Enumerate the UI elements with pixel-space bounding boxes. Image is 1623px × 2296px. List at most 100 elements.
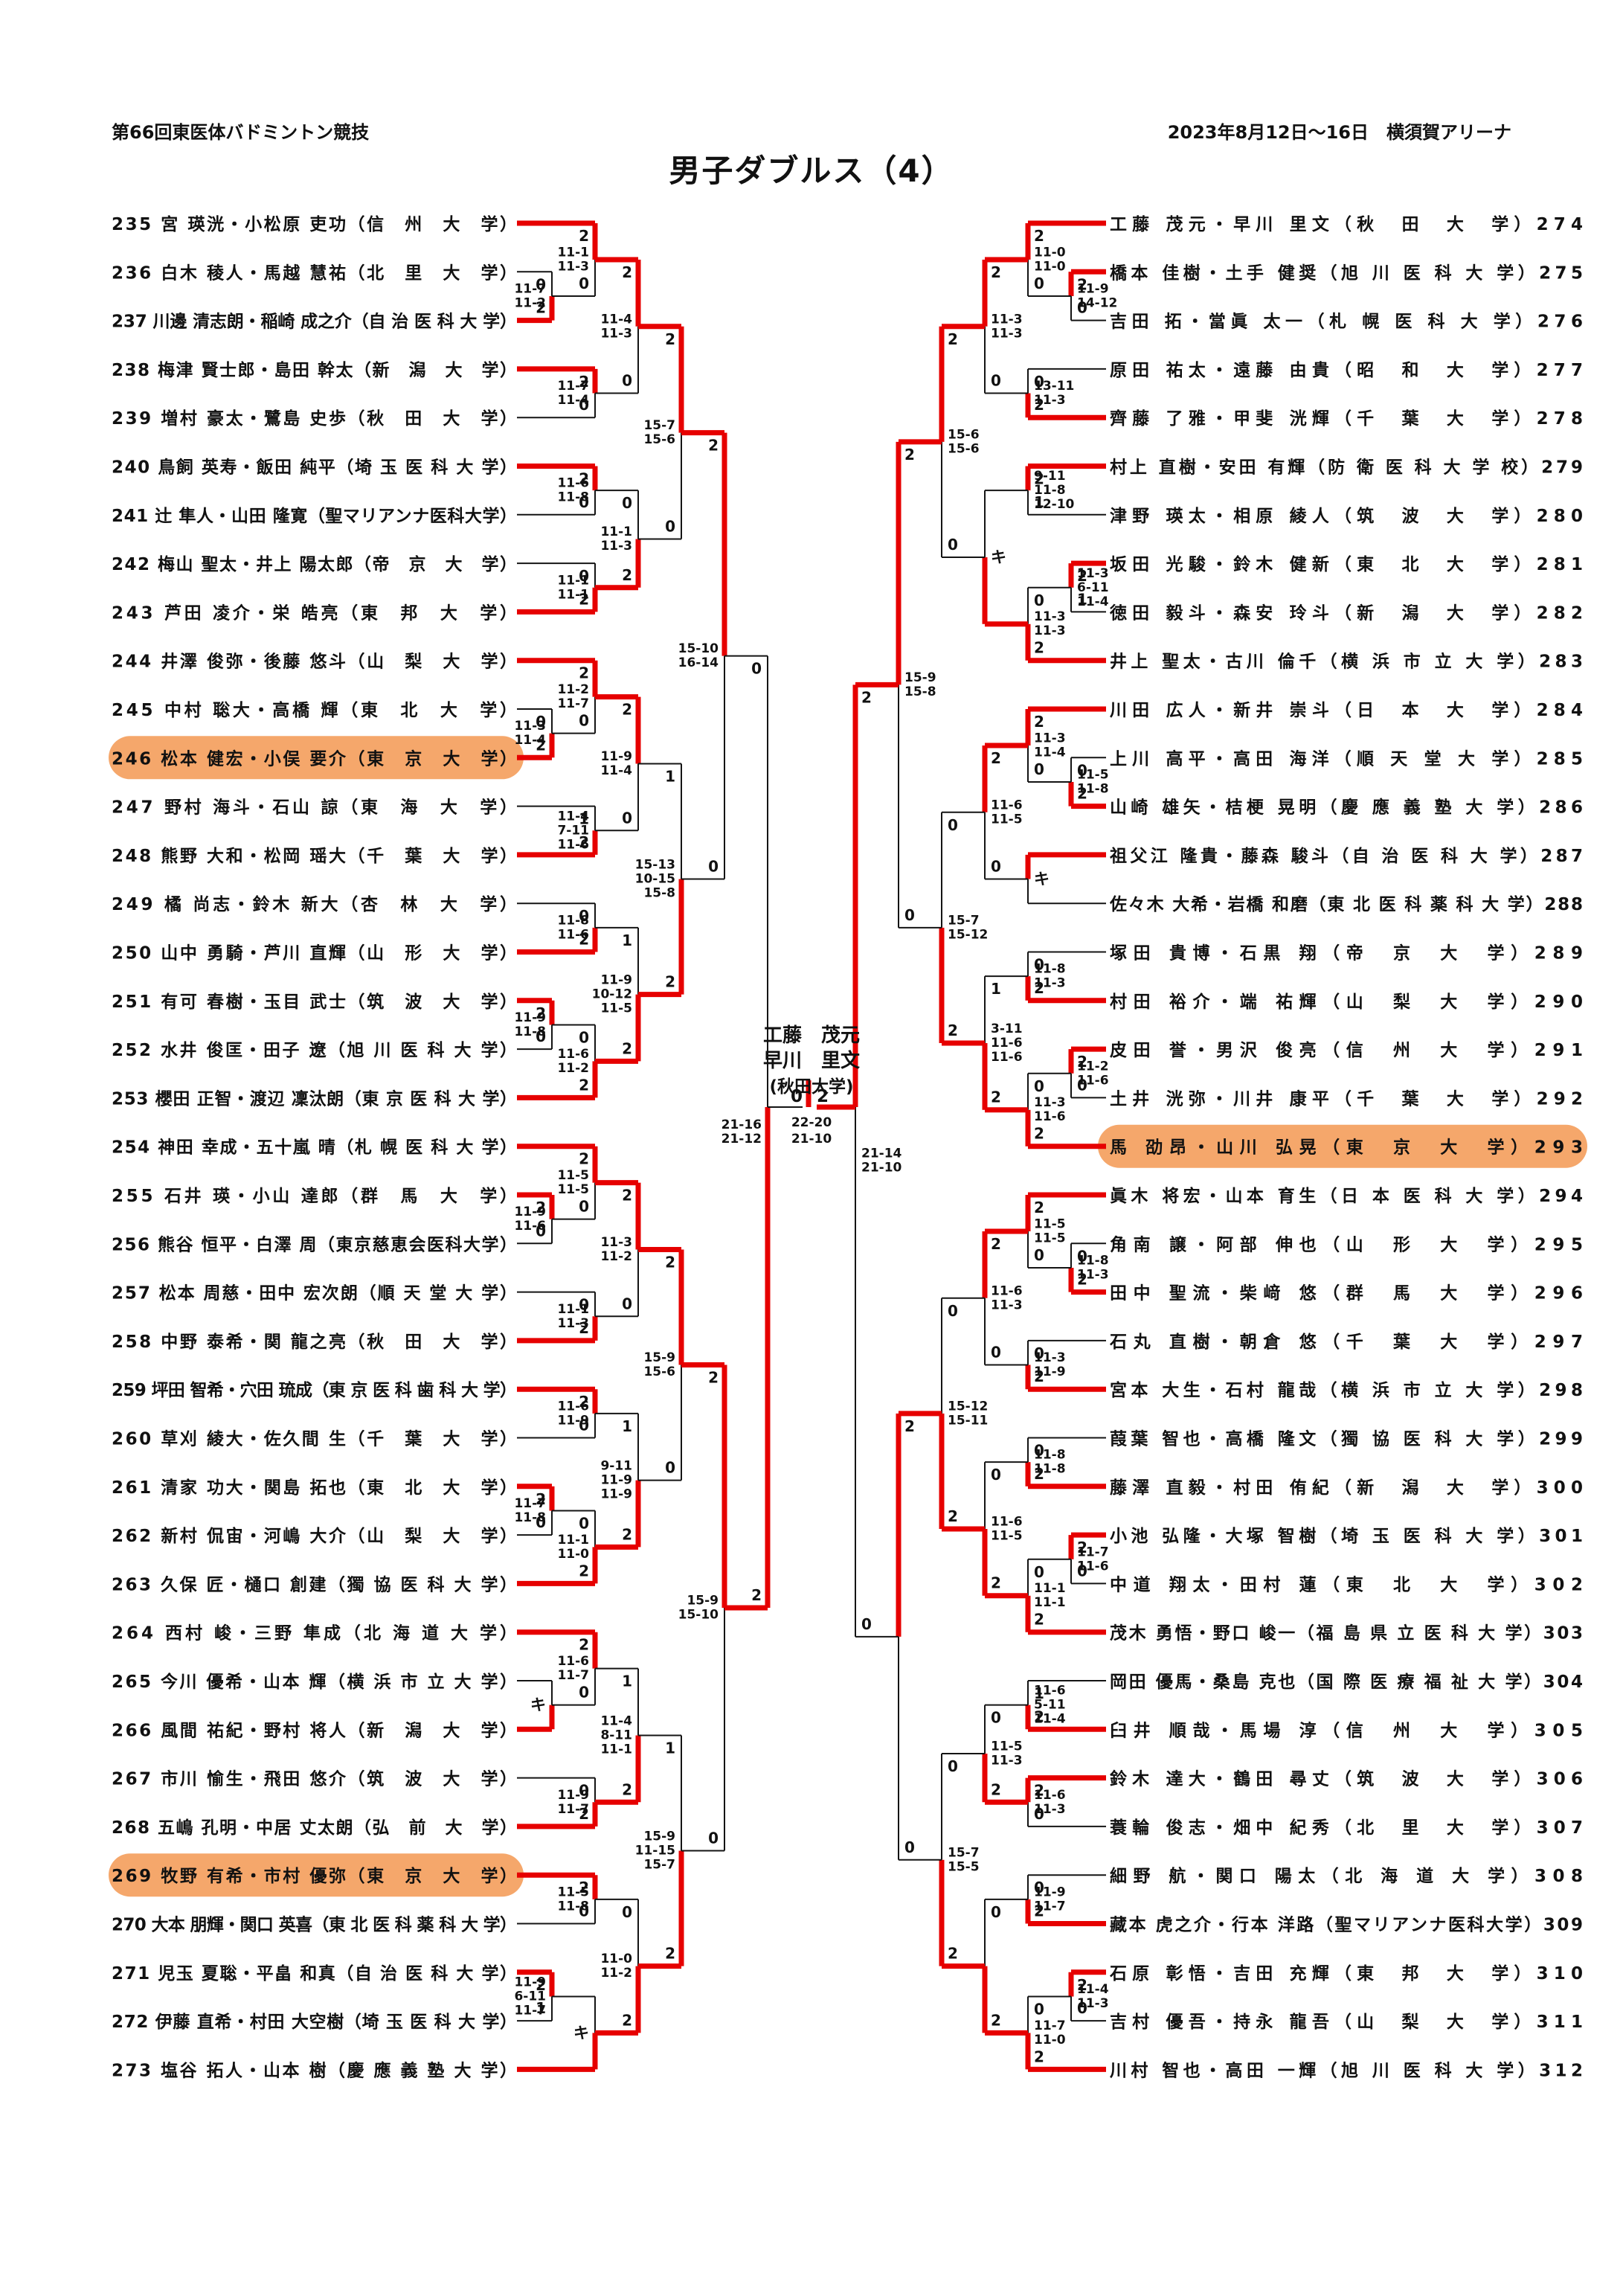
- team-entry: 253 櫻田 正智・渡辺 凜汰朗（東 京 医 科 大 学）: [112, 1088, 517, 1109]
- set-count: 0: [991, 372, 1001, 390]
- set-count: 2: [948, 1945, 958, 1963]
- set-count: 0: [1034, 1077, 1044, 1095]
- team-entry: 吉田 拓・當眞 太一（札 幌 医 科 大 学）276: [1110, 312, 1583, 332]
- match-game-score: 11-9: [600, 1487, 632, 1502]
- match-game-score: 11-1: [557, 587, 589, 602]
- set-count: 2: [991, 1088, 1001, 1106]
- team-entry: 245 中村 聡大・高橋 輝（東 北 大 学）: [112, 700, 517, 720]
- match-game-score: 11-3: [1034, 1095, 1066, 1110]
- set-count: 2: [665, 330, 675, 348]
- set-count: 0: [536, 275, 546, 293]
- team-entry: 津野 瑛太・相原 綾人（筑 波 大 学）280: [1110, 506, 1583, 526]
- set-count: 0: [665, 517, 675, 535]
- set-count: 0: [579, 1417, 589, 1434]
- set-count: 2: [1034, 1902, 1044, 1920]
- set-count: 0: [579, 712, 589, 730]
- match-game-score: 12-10: [1034, 497, 1075, 512]
- match-game-score: 11-5: [557, 1182, 589, 1197]
- match-game-score: 11-2: [600, 1249, 632, 1264]
- match-game-score: 11-2: [557, 1061, 589, 1076]
- match-game-score: 11-7: [557, 696, 589, 711]
- team-entry: 246 松本 健宏・小俣 要介（東 京 大 学）: [112, 748, 517, 769]
- set-count: 2: [579, 1562, 589, 1580]
- match-game-score: 11-6: [557, 1399, 589, 1414]
- match-game-score: 11-6: [1077, 1559, 1109, 1574]
- set-count: 2: [579, 1076, 589, 1094]
- match-game-score: 10-12: [592, 987, 632, 1002]
- team-entry: 角南 譲・阿部 伸也（山 形 大 学）295: [1110, 1234, 1583, 1254]
- match-game-score: 11-9: [1034, 1365, 1066, 1379]
- set-count: 2: [579, 1150, 589, 1168]
- set-count: 0: [579, 907, 589, 925]
- match-game-score: 15-7: [948, 913, 980, 928]
- set-count: 2: [665, 1253, 675, 1271]
- team-entry: 262 新村 侃宙・河嶋 大介（山 梨 大 学）: [112, 1526, 517, 1546]
- team-entry: 徳田 毅斗・森安 玲斗（新 潟 大 学）282: [1109, 603, 1583, 623]
- team-entry: 藤澤 直毅・村田 侑紀（新 潟 大 学）300: [1110, 1478, 1583, 1498]
- match-game-score: 15-9: [687, 1594, 719, 1609]
- match-game-score: 11-9: [514, 1975, 546, 1989]
- match-game-score: 11-7: [514, 2003, 546, 2018]
- team-entry: 241 辻 隼人・山田 隆寛（聖マリアンナ医科大学）: [112, 506, 517, 526]
- team-entry: 皮田 誉・男沢 俊亮（信 州 大 学）291: [1110, 1040, 1583, 1060]
- set-count: 2: [1034, 979, 1044, 997]
- match-game-score: 11-9: [600, 973, 632, 988]
- set-count: 0: [622, 1903, 632, 1921]
- set-count: 0: [1077, 761, 1087, 779]
- match-game-score: 11-7: [557, 379, 589, 394]
- match-game-score: 11-5: [1034, 1231, 1066, 1245]
- set-count: 2: [1034, 1707, 1044, 1725]
- match-game-score: 11-2: [600, 1966, 632, 1981]
- match-game-score: 11-3: [991, 1753, 1023, 1768]
- champion-name: 早川 里文: [763, 1049, 861, 1072]
- set-count: 2: [991, 1235, 1001, 1253]
- set-count: 0: [622, 372, 632, 390]
- set-count: 1: [1034, 1684, 1044, 1702]
- set-count: 2: [708, 1369, 719, 1387]
- team-entry: 255 石井 瑛・小山 達郎（群 馬 大 学）: [112, 1186, 517, 1206]
- team-entry: 石丸 直樹・朝倉 悠（千 葉 大 学）297: [1109, 1332, 1583, 1352]
- match-game-score: 11-2: [514, 295, 546, 310]
- match-game-score: 15-8: [643, 886, 675, 901]
- set-count: 2: [622, 1525, 632, 1543]
- match-game-score: 15-7: [643, 1858, 675, 1873]
- set-count: 0: [579, 1902, 589, 1920]
- match-game-score: 11-6: [557, 837, 589, 852]
- match-game-score: 7-11: [557, 823, 589, 838]
- match-game-score: 15-10: [678, 1608, 719, 1623]
- match-game-score: 21-14: [861, 1147, 902, 1161]
- match-game-score: 11-6: [1077, 1073, 1109, 1088]
- match-game-score: 11-5: [991, 812, 1023, 827]
- set-count: 0: [579, 1198, 589, 1216]
- set-count: 2: [579, 1879, 589, 1896]
- final-game-score: 21-10: [791, 1132, 832, 1147]
- match-game-score: 11-7: [514, 1496, 546, 1511]
- team-entry: 260 草刈 綾大・佐久間 生（千 葉 大 学）: [112, 1429, 517, 1449]
- set-count: 2: [708, 437, 719, 455]
- set-count: 0: [1034, 1344, 1044, 1362]
- match-game-score: 11-7: [1034, 1899, 1066, 1914]
- team-entry: 248 熊野 大和・松岡 瑶大（千 葉 大 学）: [112, 846, 517, 866]
- team-entry: 川村 智也・高田 一輝（旭 川 医 科 大 学）312: [1110, 2060, 1583, 2080]
- team-entry: 石原 彰悟・吉田 充輝（東 邦 大 学）310: [1109, 1963, 1583, 1984]
- match-game-score: 11-1: [557, 245, 589, 260]
- set-count: 2: [948, 1022, 958, 1039]
- match-game-score: 11-0: [1034, 245, 1066, 260]
- team-entry: 原田 祐太・遠藤 由貴（昭 和 大 学）277: [1110, 360, 1583, 380]
- set-count: 2: [1034, 1465, 1044, 1483]
- set-count: 0: [1034, 1442, 1044, 1460]
- set-count: 2: [536, 1976, 546, 1994]
- match-game-score: 11-4: [1077, 1982, 1109, 1997]
- final-score-right: 2: [817, 1087, 829, 1106]
- match-game-score: 11-8: [1034, 1448, 1066, 1463]
- team-entry: 242 梅山 聖太・井上 陽太郎（帝 京 大 学）: [112, 554, 517, 574]
- team-entry: 坂田 光駿・鈴木 健新（東 北 大 学）281: [1110, 554, 1583, 574]
- match-game-score: 11-3: [600, 326, 632, 341]
- match-game-score: 11-1: [1034, 1581, 1066, 1596]
- match-game-score: 11-5: [600, 1001, 632, 1016]
- set-count: 2: [751, 1586, 762, 1604]
- match-game-score: 11-3: [1077, 1267, 1109, 1282]
- set-count: 0: [536, 1027, 546, 1045]
- team-entry: 239 増村 豪太・鷺島 史歩（秋 田 大 学）: [112, 408, 517, 429]
- set-count: 2: [622, 2011, 632, 2029]
